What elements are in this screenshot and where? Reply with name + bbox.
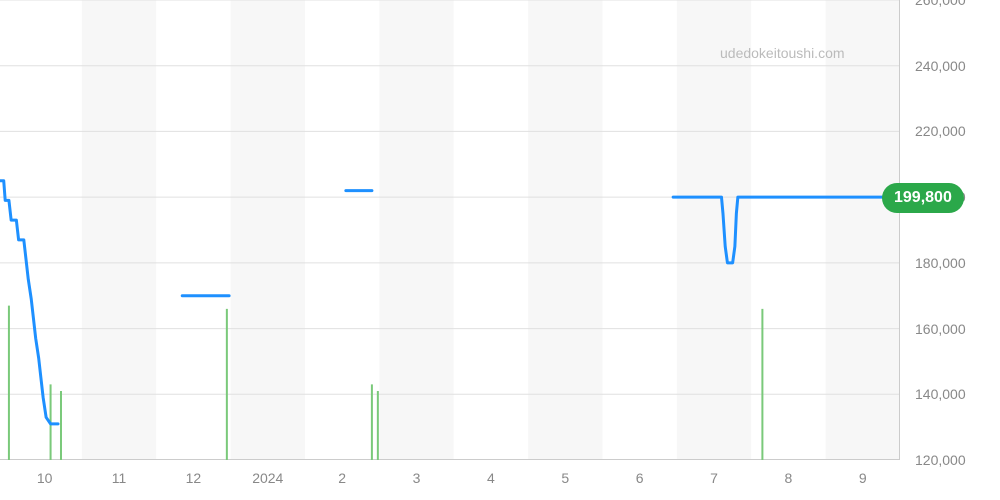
x-tick-label: 3 [413, 470, 421, 486]
plot-area [0, 0, 900, 460]
price-badge: 199,800 [882, 183, 964, 213]
x-tick-label: 5 [561, 470, 569, 486]
x-tick-label: 12 [186, 470, 202, 486]
x-tick-label: 6 [636, 470, 644, 486]
x-tick-label: 9 [859, 470, 867, 486]
y-tick-label: 120,000 [915, 452, 966, 468]
x-tick-label: 2 [338, 470, 346, 486]
chart-svg [0, 0, 900, 460]
x-tick-label: 8 [785, 470, 793, 486]
y-tick-label: 160,000 [915, 321, 966, 337]
watermark: udedokeitoushi.com [720, 45, 845, 61]
price-badge-text: 199,800 [894, 189, 952, 206]
y-tick-label: 220,000 [915, 123, 966, 139]
y-tick-label: 240,000 [915, 58, 966, 74]
y-tick-label: 260,000 [915, 0, 966, 8]
y-tick-label: 180,000 [915, 255, 966, 271]
x-tick-label: 4 [487, 470, 495, 486]
x-tick-label: 2024 [252, 470, 283, 486]
x-axis-labels: 10 11 12 2024 2 3 4 5 6 7 8 9 [0, 465, 900, 495]
x-tick-label: 7 [710, 470, 718, 486]
x-tick-label: 11 [112, 470, 127, 486]
x-tick-label: 10 [37, 470, 53, 486]
price-chart: udedokeitoushi.com 120,000 140,000 160,000… [0, 0, 1000, 500]
y-tick-label: 140,000 [915, 386, 966, 402]
